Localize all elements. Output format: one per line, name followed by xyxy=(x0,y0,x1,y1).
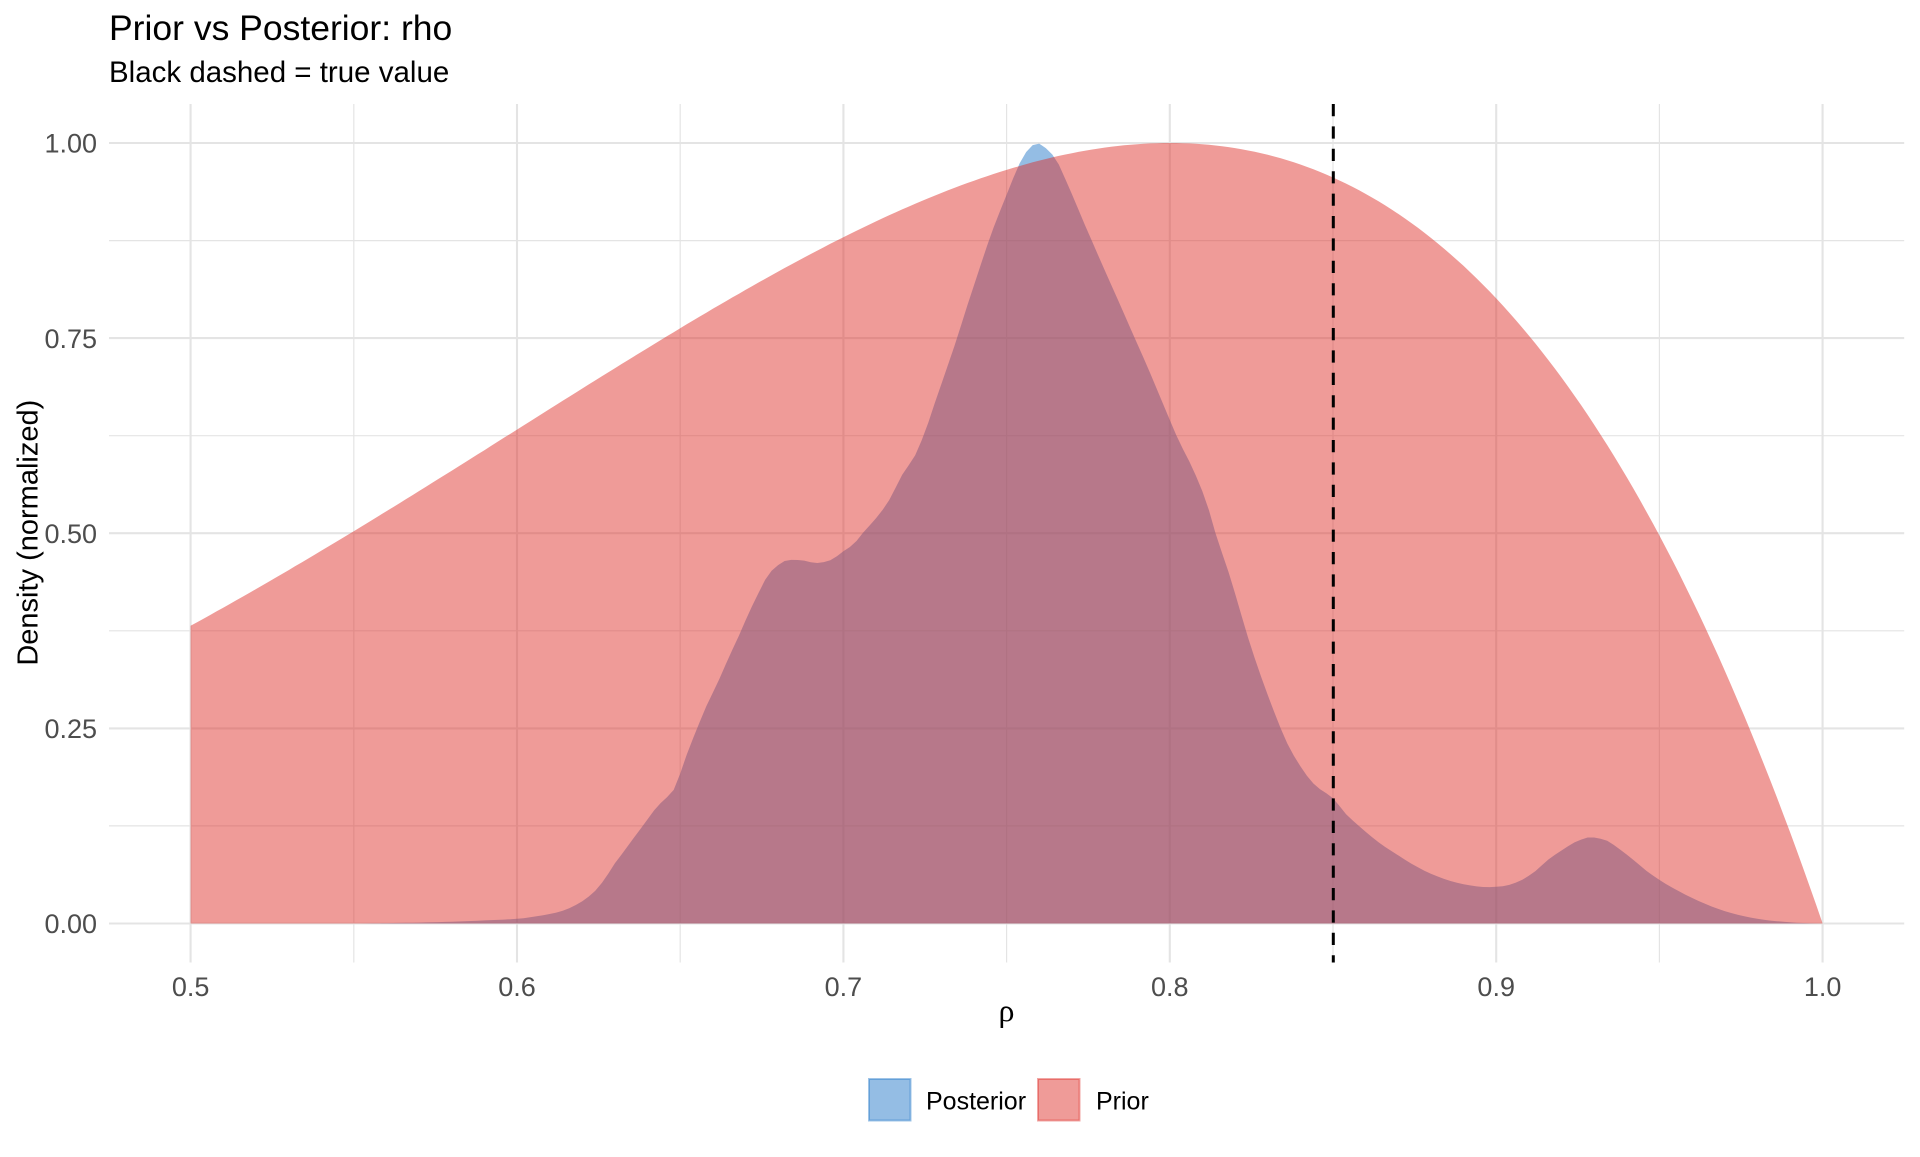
svg-text:1.00: 1.00 xyxy=(44,129,97,159)
svg-text:0.5: 0.5 xyxy=(172,972,210,1002)
svg-text:0.9: 0.9 xyxy=(1477,972,1515,1002)
svg-text:ρ: ρ xyxy=(999,992,1015,1028)
svg-text:0.25: 0.25 xyxy=(44,714,97,744)
svg-text:0.8: 0.8 xyxy=(1151,972,1189,1002)
svg-text:0.00: 0.00 xyxy=(44,909,97,939)
svg-text:0.7: 0.7 xyxy=(825,972,863,1002)
svg-text:Posterior: Posterior xyxy=(926,1088,1026,1116)
svg-text:Density (normalized): Density (normalized) xyxy=(13,400,45,666)
svg-text:Black dashed = true value: Black dashed = true value xyxy=(109,56,449,89)
svg-text:1.0: 1.0 xyxy=(1804,972,1842,1002)
svg-text:0.75: 0.75 xyxy=(44,324,97,354)
svg-text:Prior: Prior xyxy=(1096,1088,1149,1116)
svg-text:Prior vs Posterior: rho: Prior vs Posterior: rho xyxy=(109,8,452,48)
svg-text:0.50: 0.50 xyxy=(44,519,97,549)
svg-text:0.6: 0.6 xyxy=(498,972,536,1002)
